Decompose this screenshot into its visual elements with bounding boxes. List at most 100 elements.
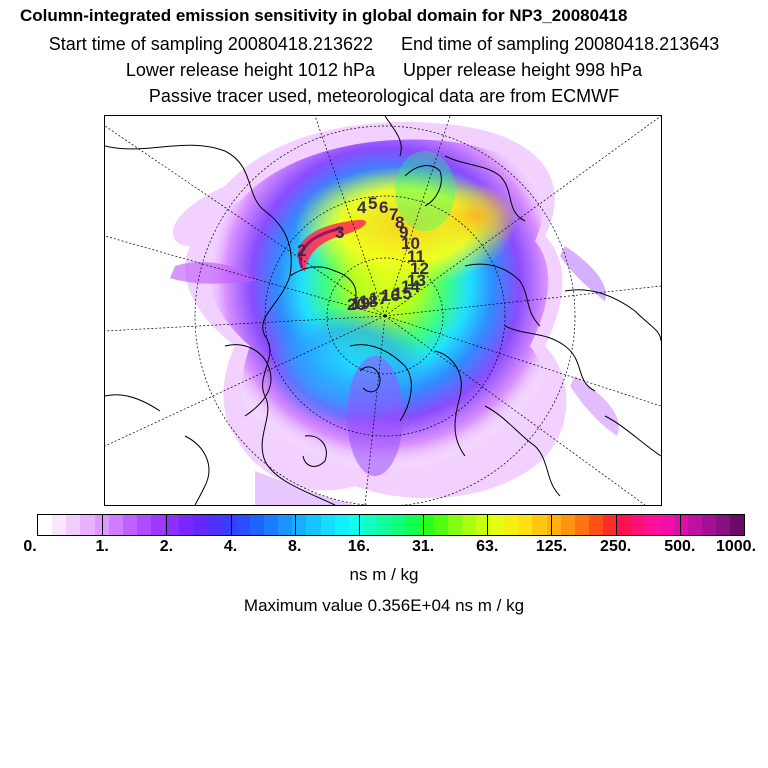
colorbar-tick-label: 4.	[223, 538, 238, 555]
colorbar-divider	[231, 515, 232, 535]
colorbar	[37, 514, 745, 536]
colorbar-tick-label: 125.	[535, 538, 568, 555]
colorbar-units: ns m / kg	[349, 565, 419, 584]
trajectory-label: 18	[359, 292, 378, 311]
maximum-value: Maximum value 0.356E+04 ns m / kg	[243, 596, 525, 615]
colorbar-cell	[504, 515, 519, 535]
colorbar-cell	[461, 515, 476, 535]
trajectory-label: 12	[410, 259, 429, 278]
colorbar-cell	[122, 515, 137, 535]
colorbar-cell	[405, 515, 420, 535]
colorbar-cell	[546, 515, 561, 535]
emission-plume	[170, 121, 619, 505]
colorbar-divider	[102, 515, 103, 535]
colorbar-tick-label: 2.	[159, 538, 174, 555]
colorbar-divider	[487, 515, 488, 535]
coastlines	[105, 116, 661, 505]
colorbar-cell	[490, 515, 505, 535]
map-panel: 2 3 4 5 6 7 8 9 10 11 12 13 14 15 16 17 …	[104, 115, 662, 506]
colorbar-divider	[616, 515, 617, 535]
colorbar-cell	[588, 515, 603, 535]
colorbar-cell	[631, 515, 646, 535]
colorbar-divider	[359, 515, 360, 535]
colorbar-cell	[617, 515, 632, 535]
trajectory-label: 14	[401, 277, 420, 296]
colorbar-cell	[193, 515, 208, 535]
colorbar-cell	[645, 515, 660, 535]
trajectory-label: 8	[395, 213, 404, 232]
trajectory-label: 19	[351, 294, 370, 313]
upper-release-label: Upper release height 998 hPa	[403, 60, 643, 80]
lower-release-label: Lower release height 1012 hPa	[125, 60, 375, 80]
end-sampling-label: End time of sampling 20080418.213643	[401, 34, 720, 54]
colorbar-cell	[320, 515, 335, 535]
colorbar-cell	[108, 515, 123, 535]
trajectory-label: 20	[347, 295, 366, 314]
colorbar-cell	[151, 515, 166, 535]
colorbar-cell	[249, 515, 264, 535]
colorbar-divider	[166, 515, 167, 535]
trajectory-label: 9	[399, 223, 408, 242]
graticule	[105, 116, 661, 505]
colorbar-cell	[377, 515, 392, 535]
trajectory-label: 3	[335, 223, 344, 242]
colorbar-divider	[680, 515, 681, 535]
colorbar-cell	[730, 515, 745, 535]
colorbar-cell	[391, 515, 406, 535]
start-sampling-label: Start time of sampling 20080418.213622	[48, 34, 373, 54]
tracer-note: Passive tracer used, meteorological data…	[148, 86, 620, 106]
colorbar-divider	[423, 515, 424, 535]
trajectory-label: 13	[407, 271, 426, 290]
polar-map: 2 3 4 5 6 7 8 9 10 11 12 13 14 15 16 17 …	[105, 116, 661, 505]
colorbar-tick-label: 8.	[288, 538, 302, 555]
colorbar-cell	[532, 515, 547, 535]
trajectory-label: 4	[357, 198, 367, 217]
colorbar-cell	[136, 515, 151, 535]
trajectory-label: 7	[389, 205, 398, 224]
colorbar-divider	[295, 515, 296, 535]
colorbar-cell	[52, 515, 67, 535]
colorbar-cell	[66, 515, 81, 535]
colorbar-tick-label: 31.	[411, 538, 435, 555]
colorbar-cell	[518, 515, 533, 535]
colorbar-cell	[560, 515, 575, 535]
colorbar-cell	[94, 515, 109, 535]
colorbar-cell	[38, 515, 53, 535]
colorbar-tick-label: 16.	[347, 538, 371, 555]
trajectory-label: 17	[369, 289, 388, 308]
release-heights: Lower release height 1012 hPa Upper relea…	[0, 60, 768, 81]
colorbar-cell	[433, 515, 448, 535]
colorbar-cell	[362, 515, 377, 535]
plot-title: Column-integrated emission sensitivity i…	[20, 6, 628, 25]
colorbar-cell	[419, 515, 434, 535]
trajectory-label: 16	[381, 286, 400, 305]
colorbar-cell	[603, 515, 618, 535]
colorbar-cell	[235, 515, 250, 535]
colorbar-cell	[306, 515, 321, 535]
colorbar-cell	[278, 515, 293, 535]
colorbar-cell	[716, 515, 731, 535]
trajectory-label: 10	[401, 234, 420, 253]
colorbar-cell	[475, 515, 490, 535]
trajectory-label: 5	[368, 194, 377, 213]
trajectory-label: 11	[407, 247, 425, 266]
colorbar-cell	[701, 515, 716, 535]
colorbar-tick-label: 0.	[23, 538, 37, 555]
trajectory-label: 15	[393, 284, 412, 303]
colorbar-tick-label: 1.	[95, 538, 109, 555]
trajectory-labels: 2 3 4 5 6 7 8 9 10 11 12 13 14 15 16 17 …	[297, 194, 429, 314]
colorbar-tick-label: 1000.	[715, 538, 757, 555]
colorbar-cell	[334, 515, 349, 535]
colorbar-divider	[551, 515, 552, 535]
colorbar-cell	[348, 515, 363, 535]
colorbar-cell	[221, 515, 236, 535]
colorbar-cell	[659, 515, 674, 535]
trajectory-label: 2	[297, 241, 306, 260]
colorbar-tick-label: 63.	[476, 538, 499, 555]
colorbar-cell	[179, 515, 194, 535]
trajectory-label: 6	[379, 198, 388, 217]
colorbar-cell	[447, 515, 462, 535]
colorbar-cell	[165, 515, 180, 535]
colorbar-cell	[574, 515, 589, 535]
colorbar-cell	[687, 515, 702, 535]
